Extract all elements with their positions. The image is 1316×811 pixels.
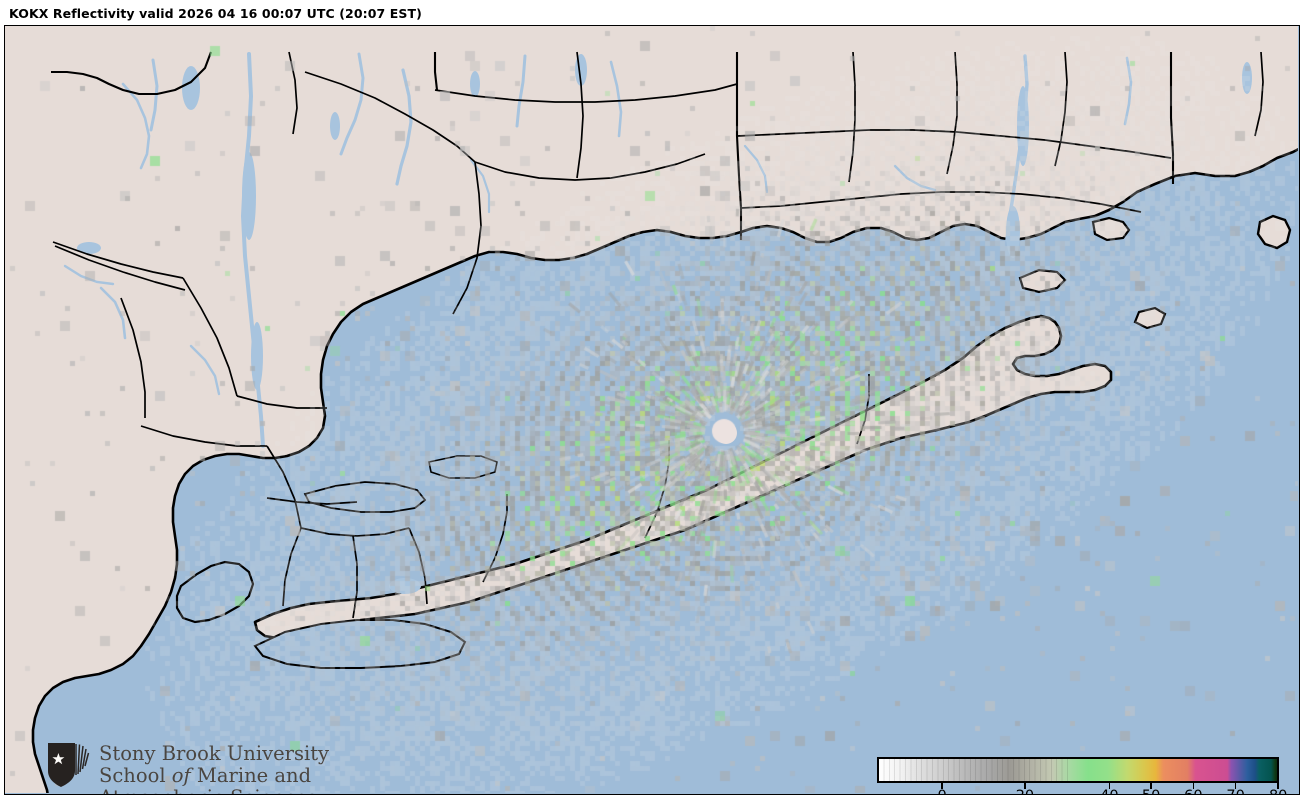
colorbar-label-50: 50 <box>1142 788 1160 794</box>
colorbar-tick-20 <box>1024 783 1026 789</box>
map-frame[interactable]: Stony Brook University School of Marine … <box>4 25 1300 795</box>
colorbar-ticks <box>877 783 1279 789</box>
logo-line-2-a: School <box>99 764 172 787</box>
logo-line-2-of: of <box>171 764 191 787</box>
logo-line-2: School of Marine and <box>99 765 329 787</box>
colorbar-label-40: 40 <box>1100 788 1118 794</box>
logo-line-1: Stony Brook University <box>99 742 330 765</box>
reflectivity-colorbar[interactable]: 0 20 40 50 60 70 80 <box>873 753 1287 794</box>
colorbar-bar <box>877 757 1279 783</box>
colorbar-tick-50 <box>1150 783 1152 789</box>
logo-text: Stony Brook University School of Marine … <box>99 741 330 795</box>
colorbar-label-20: 20 <box>1016 788 1034 794</box>
colorbar-label-0: 0 <box>937 788 946 794</box>
page-title: KOKX Reflectivity valid 2026 04 16 00:07… <box>9 6 422 21</box>
colorbar-tick-80 <box>1277 783 1279 789</box>
colorbar-tick-60 <box>1192 783 1195 789</box>
colorbar-label-80: 80 <box>1269 788 1287 794</box>
colorbar-label-70: 70 <box>1226 788 1244 794</box>
stony-brook-logo: Stony Brook University School of Marine … <box>45 741 329 794</box>
colorbar-tick-70 <box>1234 783 1237 789</box>
colorbar-tick-40 <box>1108 783 1111 789</box>
colorbar-gradient <box>879 759 1277 781</box>
logo-line-2-b: Marine and <box>190 764 312 787</box>
map-viewport[interactable]: Stony Brook University School of Marine … <box>5 26 1299 794</box>
stony-brook-shield-icon <box>48 743 90 787</box>
radar-reflectivity-layer <box>5 26 1298 793</box>
logo-line-3: Atmospheric Sciences <box>99 787 329 795</box>
colorbar-step-lines <box>879 759 1071 781</box>
colorbar-tick-labels: 0 20 40 50 60 70 80 <box>873 788 1287 794</box>
colorbar-label-60: 60 <box>1184 788 1202 794</box>
colorbar-tick-0 <box>941 783 943 789</box>
